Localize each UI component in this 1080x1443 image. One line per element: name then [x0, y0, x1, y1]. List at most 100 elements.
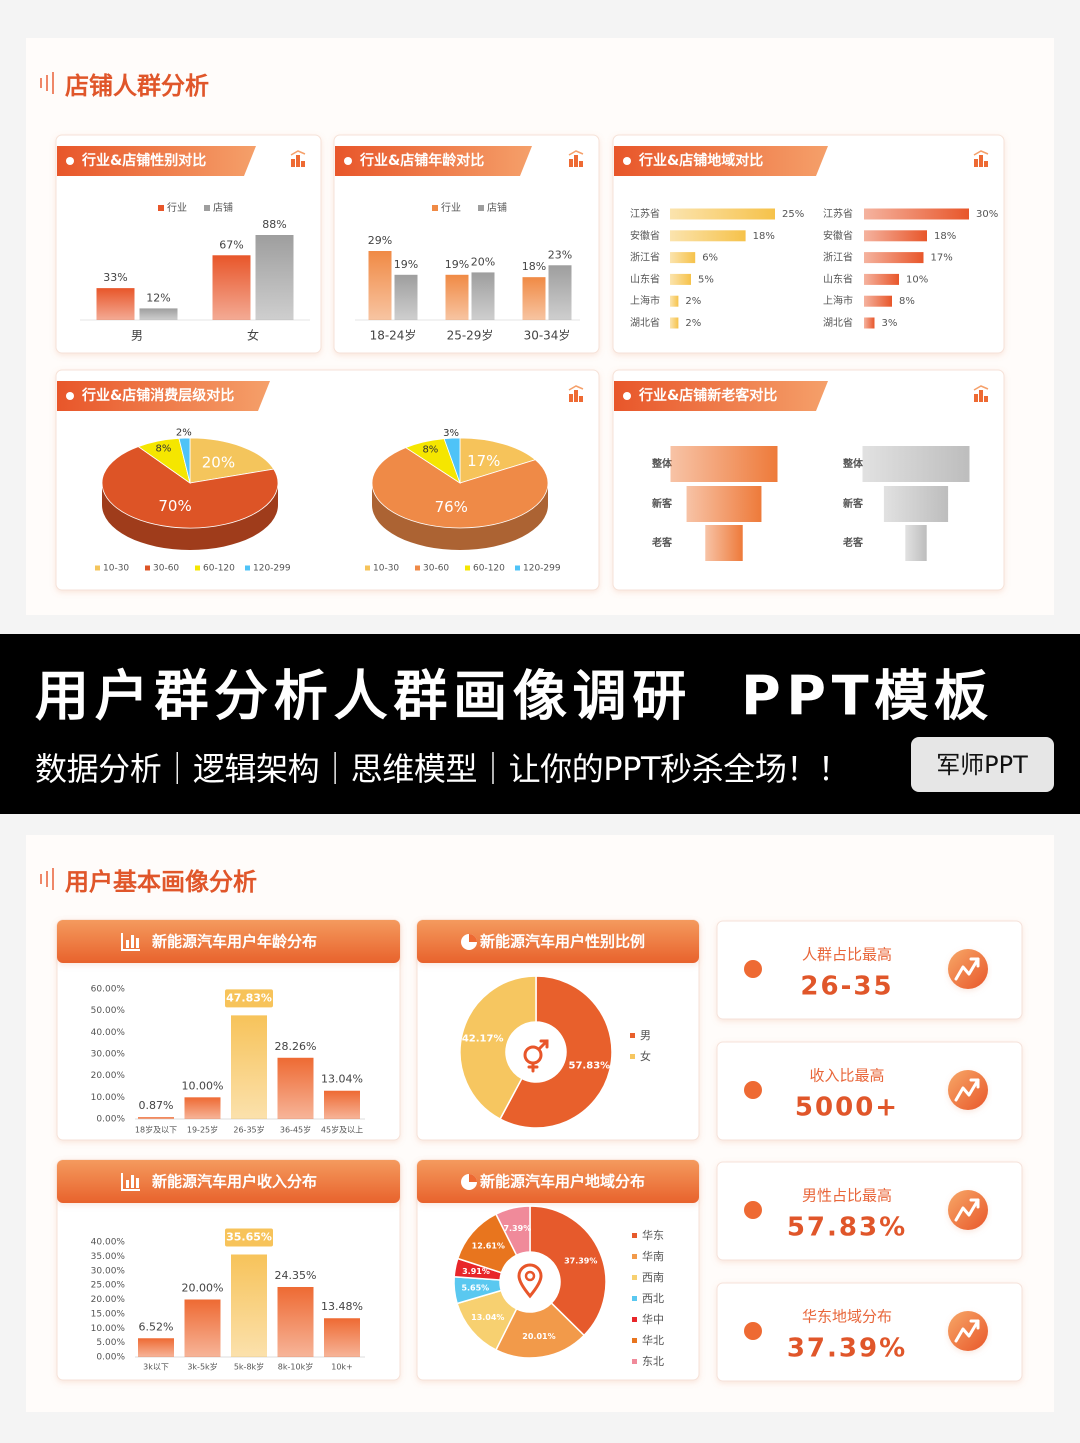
- legend-label: 华东: [642, 1228, 664, 1242]
- kpi-icon: [948, 1070, 988, 1110]
- value-label: 42.17%: [462, 1034, 504, 1045]
- bar: [277, 1057, 314, 1119]
- value-label: 7.39%: [503, 1224, 531, 1233]
- value-label: 70%: [158, 497, 191, 515]
- kpi-card: [716, 920, 1023, 1020]
- y-tick-label: 40.00%: [91, 1028, 126, 1038]
- chart-title: 行业&店铺年龄对比: [359, 152, 484, 169]
- panel-icon: [296, 155, 300, 167]
- legend-swatch: [478, 205, 484, 211]
- legend-label: 60-120: [473, 564, 505, 574]
- x-tick-label: 5k-8k岁: [234, 1362, 264, 1372]
- kpi-value: 26-35: [800, 972, 893, 1002]
- donut-slice: [499, 975, 613, 1129]
- legend-label: 10-30: [373, 564, 399, 574]
- kpi-label: 收入比最高: [809, 1067, 884, 1085]
- category-label: 新客: [843, 497, 864, 510]
- panel-tab: [614, 146, 828, 176]
- value-label: 3.91%: [462, 1267, 490, 1276]
- value-label: 20%: [471, 255, 495, 268]
- x-tick-label: 男: [131, 329, 143, 343]
- value-label: 6.52%: [139, 1320, 174, 1333]
- header-icon: [126, 940, 129, 948]
- panel-tab: [57, 381, 270, 411]
- legend-swatch: [632, 1275, 637, 1280]
- legend-swatch: [630, 1033, 635, 1038]
- section-title: 用户基本画像分析: [65, 868, 257, 896]
- panel-icon: [579, 161, 583, 167]
- funnel-step: [862, 446, 970, 482]
- legend-label: 行业: [167, 201, 187, 214]
- banner-subtitle: 数据分析｜逻辑架构｜思维模型｜让你的PPT秒杀全场！！: [35, 750, 850, 788]
- bar: [184, 1299, 221, 1357]
- pie-slice: [178, 437, 191, 484]
- tab-dot: [66, 157, 74, 165]
- panel-header: [417, 1160, 699, 1203]
- legend-swatch: [245, 565, 250, 571]
- y-tick-label: 0.00%: [96, 1353, 125, 1363]
- y-tick-label: 25.00%: [91, 1281, 126, 1291]
- value-label: 19%: [445, 258, 469, 271]
- pie-slice: [443, 437, 461, 484]
- value-label: 30%: [976, 209, 998, 220]
- kpi-dot: [744, 1201, 762, 1219]
- funnel-step: [883, 486, 949, 522]
- chart-title: 行业&店铺性别对比: [81, 152, 206, 169]
- header-icon: [131, 935, 134, 948]
- panel-icon: [568, 385, 584, 391]
- panel-icon: [291, 159, 295, 167]
- pie-slice: [189, 437, 275, 484]
- x-tick-label: 3k-5k岁: [187, 1362, 217, 1372]
- value-label: 33%: [103, 271, 127, 284]
- center-icon: [524, 1270, 536, 1282]
- panel-icon: [569, 394, 573, 402]
- header-icon: [126, 1180, 129, 1188]
- chart-panel: [612, 134, 1005, 354]
- value-label: 5%: [698, 274, 714, 285]
- bar: [670, 273, 691, 285]
- kpi-card: [716, 1041, 1023, 1141]
- bar: [471, 272, 495, 320]
- category-label: 新客: [652, 497, 673, 510]
- value-label: 23%: [548, 248, 572, 261]
- bar: [670, 295, 679, 307]
- y-tick-label: 湖北省: [630, 316, 660, 329]
- bar: [324, 1318, 360, 1357]
- kpi-label: 华东地域分布: [802, 1308, 892, 1326]
- y-tick-label: 0.00%: [96, 1115, 125, 1125]
- legend-swatch: [632, 1296, 637, 1301]
- value-label: 2%: [176, 428, 192, 439]
- legend-swatch: [365, 565, 370, 571]
- value-label: 17%: [467, 452, 500, 470]
- value-label: 2%: [685, 318, 701, 329]
- value-label: 10.00%: [182, 1079, 224, 1092]
- value-label: 20.01%: [522, 1332, 555, 1341]
- bar: [394, 274, 418, 320]
- value-label: 35.65%: [226, 1231, 272, 1244]
- value-label: 13.04%: [321, 1073, 363, 1086]
- panel-icon: [979, 390, 983, 402]
- value-label: 18%: [522, 260, 546, 273]
- panel-tab: [614, 381, 828, 411]
- legend-swatch: [158, 205, 164, 211]
- pie-slice: [371, 447, 549, 529]
- value-label: 6%: [702, 253, 718, 264]
- donut-slice: [529, 1205, 607, 1337]
- panel-header: [57, 1160, 400, 1203]
- panel-icon: [574, 390, 578, 402]
- value-label: 12%: [146, 291, 170, 304]
- panel-icon: [974, 394, 978, 402]
- legend-swatch: [515, 565, 520, 571]
- legend-label: 店铺: [487, 201, 507, 214]
- category-label: 老客: [651, 536, 673, 549]
- bar: [522, 277, 546, 320]
- panel-icon: [290, 150, 306, 156]
- legend-label: 行业: [441, 201, 461, 214]
- y-tick-label: 20.00%: [91, 1295, 126, 1305]
- tab-dot: [344, 157, 352, 165]
- badge: [911, 737, 1054, 792]
- value-label: 12.61%: [472, 1242, 505, 1251]
- bar: [96, 288, 135, 320]
- kpi-label: 人群占比最高: [802, 946, 892, 964]
